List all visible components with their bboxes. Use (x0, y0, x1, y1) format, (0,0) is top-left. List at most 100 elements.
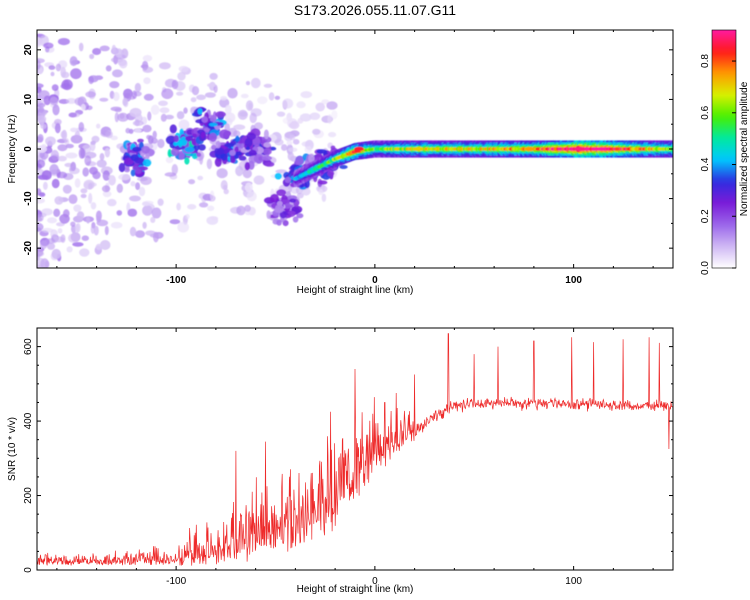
spectral-blob (235, 136, 241, 142)
spectral-blob (289, 121, 300, 130)
spectral-blob (185, 136, 194, 142)
spectral-blob (197, 175, 204, 181)
spectral-blob (57, 38, 70, 46)
spectral-blob (49, 96, 59, 106)
spectral-blob (254, 122, 263, 130)
spectral-blob (284, 176, 292, 183)
x-tick-label: 0 (372, 576, 378, 587)
spectral-blob (44, 238, 56, 244)
spectral-blob (51, 248, 61, 260)
spectral-blob (96, 159, 107, 168)
spectral-blob (177, 71, 186, 81)
spectral-blob (176, 202, 181, 211)
spectral-blob (289, 198, 297, 203)
spectral-blob (60, 234, 66, 243)
spectral-blob (45, 136, 56, 146)
spectral-blob (147, 111, 152, 121)
spectral-blob (100, 130, 112, 138)
spectral-blob (70, 127, 78, 133)
spectral-blob (239, 111, 248, 117)
spectral-blob (129, 195, 141, 202)
spectral-blob (116, 183, 124, 193)
spectral-blob (201, 116, 208, 123)
spectral-blob (281, 144, 288, 151)
spectral-blob (47, 217, 57, 224)
spectral-blob (78, 122, 85, 132)
spectral-blob (174, 145, 186, 150)
spectral-blob (246, 132, 257, 140)
spectral-blob (274, 95, 281, 100)
spectral-blob (244, 182, 253, 193)
spectral-blob (199, 202, 209, 208)
spectral-blob (209, 72, 218, 80)
x-tick-label: 100 (565, 275, 582, 286)
spectral-blob (99, 45, 110, 52)
spectral-blob (292, 216, 299, 223)
x-tick-label: -100 (166, 275, 186, 286)
spectral-blob (209, 115, 217, 123)
spectral-blob (41, 227, 54, 233)
spectral-blob (43, 42, 54, 49)
spectral-blob (141, 145, 151, 154)
spectral-blob (263, 142, 271, 148)
spectral-blob (140, 176, 152, 185)
snr-y-axis-label: SNR (10 * v/v) (7, 417, 18, 481)
spectral-blob (60, 66, 66, 78)
spectral-blob (245, 146, 250, 151)
snr-frame (36, 327, 674, 571)
spectral-blob (253, 175, 265, 185)
spectral-blob (142, 124, 152, 133)
spectral-blob (167, 149, 172, 158)
spectral-blob (171, 164, 178, 175)
spectral-blob (51, 178, 60, 189)
spectral-blob (116, 210, 123, 216)
spectral-blob (112, 91, 120, 102)
spectral-blob (132, 90, 137, 99)
spectral-blob (321, 99, 330, 105)
spectral-blob (40, 258, 49, 268)
spectral-blob (321, 193, 327, 202)
spectral-blob (178, 139, 183, 148)
spectral-blob (295, 155, 304, 166)
spectral-blob (130, 181, 136, 187)
spectral-blob (264, 161, 275, 167)
spectral-blob (74, 178, 81, 188)
spectral-blob (37, 83, 44, 89)
spectral-blob (134, 82, 142, 93)
colorbar-ticks: 0.0 0.2 0.4 0.6 0.8 (700, 54, 736, 275)
spectral-blob (157, 198, 164, 206)
spectral-blob (114, 112, 119, 123)
spectral-blob (101, 185, 111, 193)
spectral-blob (122, 98, 128, 106)
spectral-hotspot (524, 146, 535, 152)
colorbar-tick-label: 0.4 (700, 157, 711, 171)
spectral-blob (66, 98, 77, 104)
spectrogram-marks (37, 33, 673, 268)
spectral-blob (90, 202, 97, 210)
spectral-blob (327, 114, 333, 125)
spectral-blob (37, 36, 43, 48)
y-tick-label: 10 (23, 93, 34, 105)
spectral-blob (160, 113, 167, 122)
spectral-blob (292, 139, 300, 145)
spectral-blob (282, 98, 294, 109)
spectral-blob (184, 146, 195, 153)
spectral-blob (296, 192, 304, 199)
spectral-blob (37, 59, 41, 70)
spectral-blob (279, 210, 287, 219)
spectral-blob (150, 104, 160, 116)
spectral-blob (214, 147, 225, 155)
spectral-blob (326, 101, 338, 110)
spectral-blob (69, 166, 75, 172)
colorbar-tick-label: 0.2 (700, 209, 711, 223)
spectral-blob (246, 191, 257, 202)
spectral-blob (89, 53, 95, 60)
spectral-blob (214, 157, 222, 167)
spectral-blob (142, 221, 147, 229)
spectral-blob (37, 145, 47, 153)
spectral-blob (130, 169, 136, 177)
spectral-blob (220, 96, 228, 101)
spectral-blob (249, 112, 257, 124)
spectral-blob (109, 81, 120, 89)
